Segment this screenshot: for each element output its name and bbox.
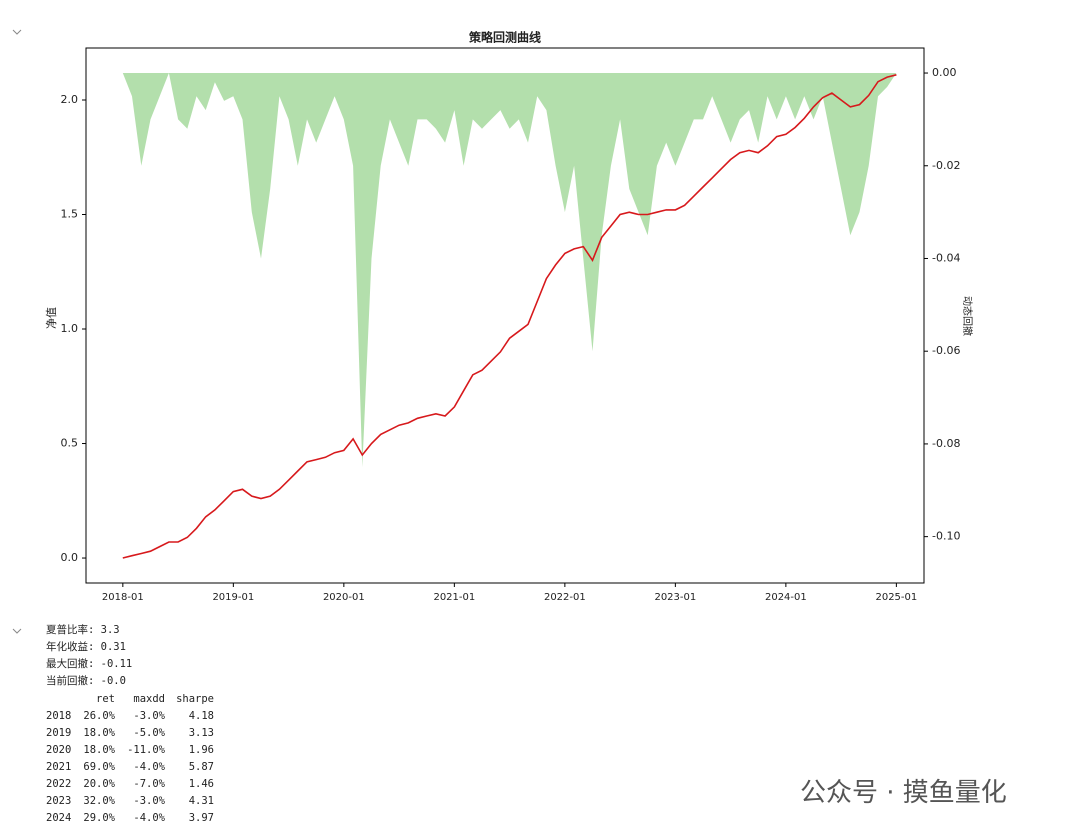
table-cell: -3.0%	[133, 795, 165, 807]
table-header: maxdd	[133, 693, 165, 705]
x-tick-label: 2018-01	[102, 592, 144, 603]
stat-line: 夏普比率: 3.3	[46, 624, 120, 636]
table-header: sharpe	[176, 693, 214, 705]
x-tick-label: 2025-01	[875, 592, 917, 603]
watermark: 公众号 · 摸鱼量化	[800, 778, 1007, 808]
table-index: 2023	[46, 795, 72, 807]
table-cell: 18.0%	[83, 727, 115, 739]
table-cell: 4.18	[188, 710, 214, 722]
plot-frame	[85, 47, 925, 584]
table-cell: 20.0%	[83, 778, 115, 790]
table-index: 2021	[46, 761, 72, 773]
y2-tick-label: -0.06	[932, 344, 960, 357]
table-index: 2024	[46, 812, 72, 824]
table-cell: -7.0%	[133, 778, 165, 790]
chart: 策略回测曲线 净值 动态回撤 0.0 0.5 1.0 1.5 2.0 0.00 -0.02 -…	[12, 29, 974, 603]
table-cell: 4.31	[188, 795, 214, 807]
y-tick-label: 2.0	[61, 93, 79, 106]
table-cell: 26.0%	[83, 710, 115, 722]
table-index: 2019	[46, 727, 72, 739]
table-cell: 29.0%	[83, 812, 115, 824]
table-index: 2020	[46, 744, 72, 756]
table-cell: -4.0%	[133, 761, 165, 773]
y-tick-label: 0.0	[61, 551, 79, 564]
table-cell: 1.96	[188, 744, 214, 756]
y-tick-label: 1.5	[61, 208, 79, 221]
collapse-chevron[interactable]	[12, 29, 22, 35]
y2-tick-label: -0.10	[932, 530, 960, 543]
y2-axis-label: 动态回撤	[961, 296, 974, 336]
y-axis-label: 净值	[44, 307, 58, 329]
stat-line: 最大回撤: -0.11	[46, 658, 133, 670]
x-tick-label: 2019-01	[212, 592, 254, 603]
x-tick-label: 2022-01	[544, 592, 586, 603]
table-cell: -3.0%	[133, 710, 165, 722]
drawdown-area	[122, 73, 897, 468]
x-tick-label: 2024-01	[765, 592, 807, 603]
table-cell: 1.46	[188, 778, 214, 790]
y2-tick-label: -0.02	[932, 159, 960, 172]
table-index: 2018	[46, 710, 72, 722]
collapse-chevron	[12, 628, 22, 634]
chart-title: 策略回测曲线	[469, 30, 541, 45]
table-cell: -11.0%	[127, 744, 165, 756]
table-cell: 32.0%	[83, 795, 115, 807]
table-cell: -4.0%	[133, 812, 165, 824]
y2-tick-label: -0.04	[932, 251, 960, 264]
table-cell: 5.87	[188, 761, 214, 773]
x-tick-label: 2020-01	[323, 592, 365, 603]
x-tick-label: 2023-01	[654, 592, 696, 603]
table-cell: 3.97	[188, 812, 214, 824]
table-index: 2022	[46, 778, 72, 790]
table-header: ret	[96, 693, 115, 705]
stat-line: 年化收益: 0.31	[46, 641, 126, 653]
x-tick-label: 2021-01	[433, 592, 475, 603]
table-cell: 18.0%	[83, 744, 115, 756]
table-cell: 69.0%	[83, 761, 115, 773]
y2-tick-label: 0.00	[932, 66, 957, 79]
y-tick-label: 0.5	[61, 437, 79, 450]
y2-tick-label: -0.08	[932, 437, 960, 450]
y-tick-label: 1.0	[61, 322, 79, 335]
table-cell: -5.0%	[133, 727, 165, 739]
table-cell: 3.13	[188, 727, 214, 739]
stat-line: 当前回撤: -0.0	[46, 675, 126, 687]
net-value-line	[122, 74, 897, 559]
